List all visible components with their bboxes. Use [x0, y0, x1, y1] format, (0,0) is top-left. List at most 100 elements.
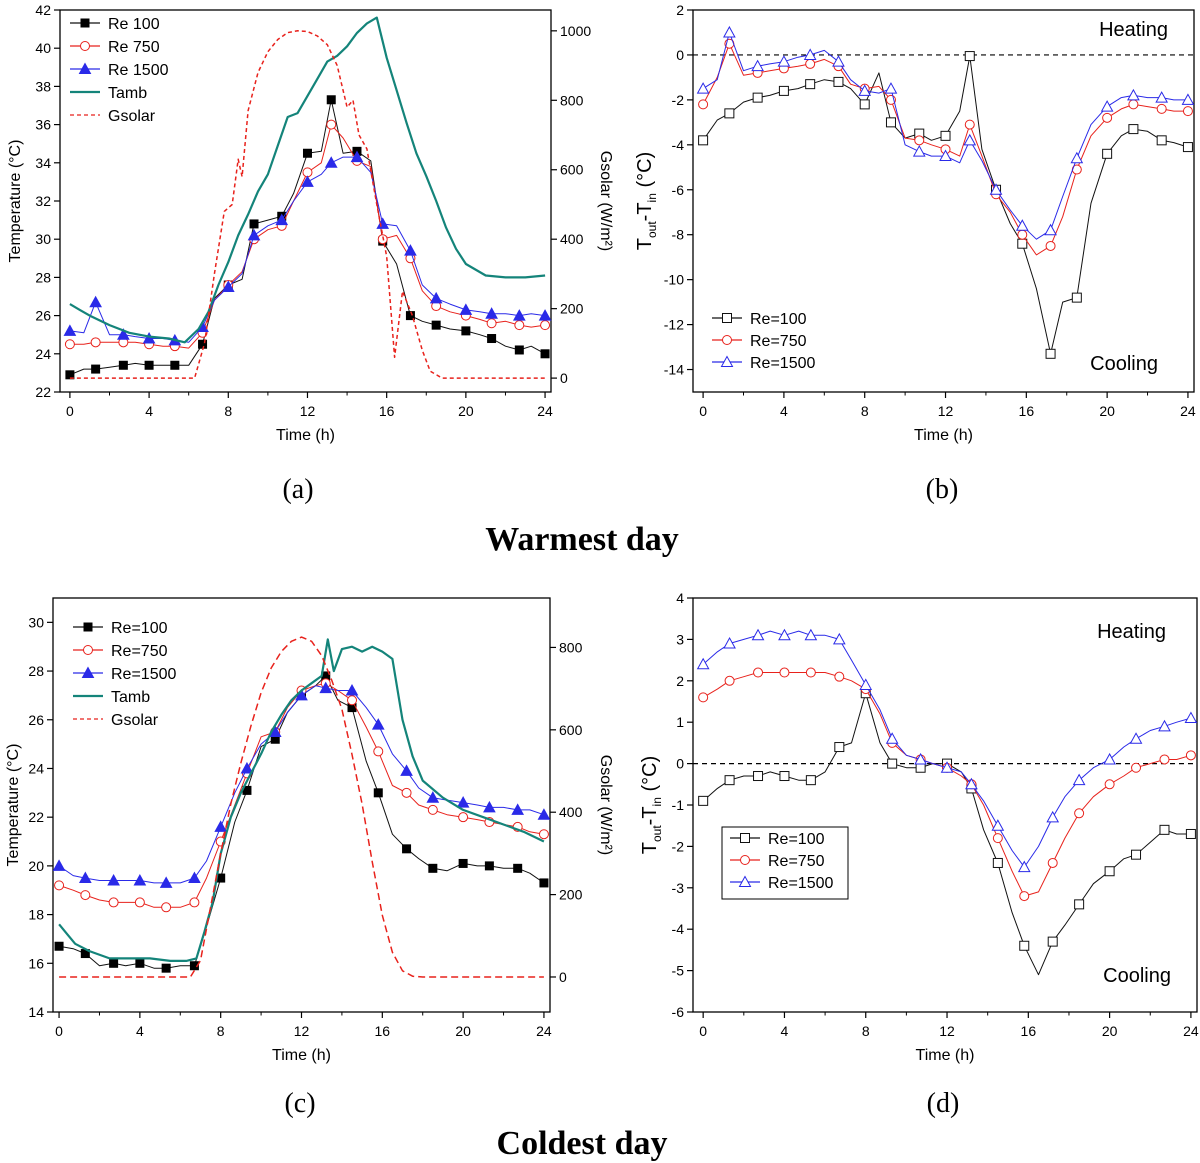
data-point-re-100	[1019, 940, 1030, 951]
data-point-re-750	[326, 119, 337, 130]
data-point-re-100	[698, 135, 709, 146]
y-tick-label: -2	[672, 92, 685, 108]
x-axis-label: Time (h)	[272, 1047, 331, 1064]
data-point-re-750	[540, 320, 551, 331]
data-point-re-750	[134, 897, 145, 908]
y-tick-label: 30	[35, 231, 51, 247]
data-point-re-1500	[275, 213, 289, 226]
x-tick-label: 24	[1180, 403, 1196, 419]
y-axis-label-subscript: in	[645, 193, 659, 202]
data-point-re-1500	[696, 657, 710, 670]
data-point-re-750	[401, 787, 412, 798]
series-line-gsolar	[59, 636, 544, 978]
legend-item-re-100: Re 100	[70, 16, 160, 33]
annotation-cooling: Cooling	[1103, 965, 1171, 987]
legend-item-re-1500: Re=1500	[730, 875, 833, 892]
data-point-re-750	[1017, 229, 1028, 240]
data-point-re-100	[1159, 824, 1170, 835]
data-point-re-1500	[89, 295, 102, 308]
data-point-re-750	[54, 880, 65, 891]
data-point-re-1500	[1181, 93, 1195, 105]
series-re-1500	[696, 628, 1198, 873]
annotation-heating: Heating	[1099, 19, 1168, 41]
data-point-re-100	[1131, 849, 1142, 860]
data-point-re-100	[779, 771, 790, 782]
y-tick-label: 22	[28, 809, 44, 825]
legend-label: Re=100	[111, 620, 168, 637]
legend-swatch-marker	[83, 622, 93, 632]
data-point-re-100	[778, 85, 789, 96]
data-point-re-750	[698, 99, 709, 110]
data-point-re-1500	[301, 175, 314, 187]
x-tick-label: 16	[1021, 1023, 1037, 1039]
data-point-re-100	[216, 873, 226, 883]
y-tick-label: 32	[35, 193, 51, 209]
data-point-re-1500	[142, 331, 156, 344]
legend-swatch-marker	[81, 666, 95, 678]
y-axis-label-subscript: out	[650, 825, 664, 842]
data-point-re-100	[805, 79, 816, 90]
data-point-re-750	[347, 695, 358, 706]
y-axis-label-part: -T	[639, 806, 661, 825]
panel-label-a: (a)	[282, 474, 313, 505]
data-point-re-100	[514, 345, 524, 355]
data-point-re-1500	[376, 217, 390, 229]
x-tick-label: 8	[861, 403, 869, 419]
x-axis-label: Time (h)	[276, 427, 335, 444]
y-tick-label: -14	[664, 362, 684, 378]
y-tick-label: 0	[676, 47, 684, 63]
data-point-re-1500	[512, 309, 526, 321]
y-tick-label: -4	[672, 137, 685, 153]
y-tick-label: -10	[664, 272, 684, 288]
y-tick-label: 38	[35, 78, 51, 94]
data-point-re-100	[1185, 828, 1196, 839]
data-point-re-100	[118, 360, 128, 370]
legend-label: Re=100	[768, 831, 825, 848]
y-tick-label: 24	[28, 760, 44, 776]
data-point-re-100	[1071, 292, 1082, 303]
legend: Re=100 Re=750 Re=1500 Tamb Gsolar	[73, 620, 176, 729]
y-tick-label: 14	[28, 1004, 44, 1020]
data-point-re-1500	[803, 48, 817, 60]
data-point-re-100	[885, 117, 896, 128]
data-point-re-1500	[1044, 223, 1057, 236]
data-point-re-1500	[1070, 151, 1084, 164]
y2-axis-label: Gsolar (W/m²)	[597, 755, 614, 855]
x-tick-label: 12	[939, 1023, 955, 1039]
data-point-re-750	[458, 812, 469, 823]
legend-item-re-1500: Re=1500	[73, 666, 176, 683]
data-point-re-100	[484, 861, 494, 871]
legend-swatch-marker	[80, 41, 90, 51]
data-point-re-100	[805, 775, 816, 786]
data-point-re-1500	[1100, 100, 1114, 112]
data-point-re-1500	[188, 871, 201, 884]
data-point-re-100	[326, 95, 336, 105]
legend-label: Re=1500	[750, 355, 815, 372]
data-point-re-1500	[858, 84, 872, 96]
y-axis-label: Tout-Tin (°C)	[639, 756, 664, 854]
data-point-re-750	[753, 667, 764, 678]
data-point-re-750	[1102, 112, 1113, 123]
data-point-re-1500	[1184, 711, 1198, 724]
y-axis-label: Tout-Tin (°C)	[634, 152, 659, 250]
data-point-re-1500	[78, 871, 92, 884]
data-point-re-1500	[832, 632, 846, 645]
data-point-re-100	[540, 349, 550, 359]
data-point-re-100	[1045, 348, 1056, 359]
data-point-re-100	[431, 320, 441, 330]
data-point-re-1500	[859, 678, 873, 690]
chart-panel-c: 0 4 8 12 16 20 24 14 16 18 20 22 24 26 28 30 0 200 400 600 8…	[5, 597, 614, 1064]
legend-item-re-750: Re=750	[712, 333, 807, 350]
legend-item-re-750: Re=750	[73, 643, 168, 660]
data-point-re-1500	[1072, 773, 1086, 786]
data-point-re-100	[405, 311, 415, 321]
y-tick-label: -2	[672, 838, 685, 854]
legend-swatch-marker	[83, 645, 93, 655]
x-tick-label: 0	[699, 403, 707, 419]
legend-item-gsolar: Gsolar	[70, 108, 156, 125]
legend-item-re-750: Re=750	[730, 853, 825, 870]
data-point-re-100	[54, 941, 64, 951]
data-point-re-1500	[459, 303, 473, 315]
y-tick-label: 28	[28, 663, 44, 679]
y-tick-label: 2	[676, 2, 684, 18]
